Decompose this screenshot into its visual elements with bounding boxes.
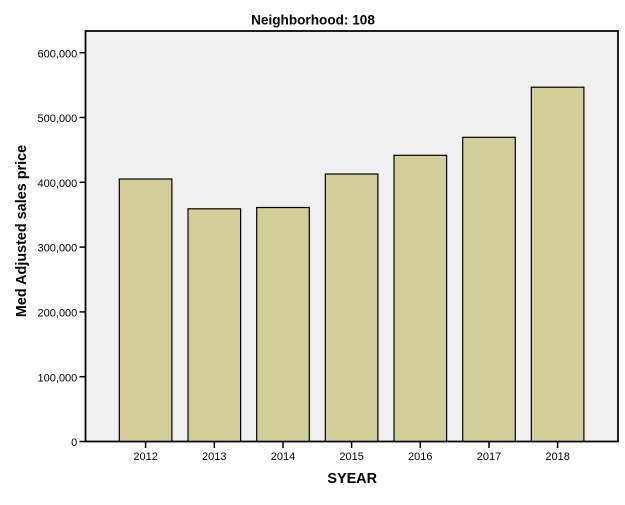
svg-text:500,000: 500,000 bbox=[38, 113, 78, 125]
svg-text:2016: 2016 bbox=[408, 451, 432, 463]
svg-text:SYEAR: SYEAR bbox=[327, 471, 377, 487]
svg-text:2017: 2017 bbox=[477, 451, 501, 463]
svg-text:Neighborhood: 108: Neighborhood: 108 bbox=[251, 13, 375, 28]
svg-text:2014: 2014 bbox=[271, 451, 295, 463]
svg-text:Med Adjusted sales price: Med Adjusted sales price bbox=[14, 145, 30, 317]
svg-text:2015: 2015 bbox=[339, 451, 363, 463]
svg-text:300,000: 300,000 bbox=[38, 243, 78, 255]
svg-text:200,000: 200,000 bbox=[38, 308, 78, 320]
svg-text:2018: 2018 bbox=[545, 451, 569, 463]
svg-text:600,000: 600,000 bbox=[38, 48, 78, 60]
svg-text:2013: 2013 bbox=[202, 451, 226, 463]
svg-text:400,000: 400,000 bbox=[38, 178, 78, 190]
svg-text:0: 0 bbox=[71, 437, 77, 449]
svg-text:2012: 2012 bbox=[133, 451, 157, 463]
svg-text:100,000: 100,000 bbox=[38, 372, 78, 384]
